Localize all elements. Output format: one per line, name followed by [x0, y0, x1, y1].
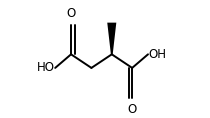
Text: O: O [127, 103, 137, 116]
Text: O: O [66, 7, 76, 20]
Polygon shape [107, 23, 116, 54]
Text: HO: HO [37, 61, 55, 74]
Text: OH: OH [148, 48, 167, 61]
